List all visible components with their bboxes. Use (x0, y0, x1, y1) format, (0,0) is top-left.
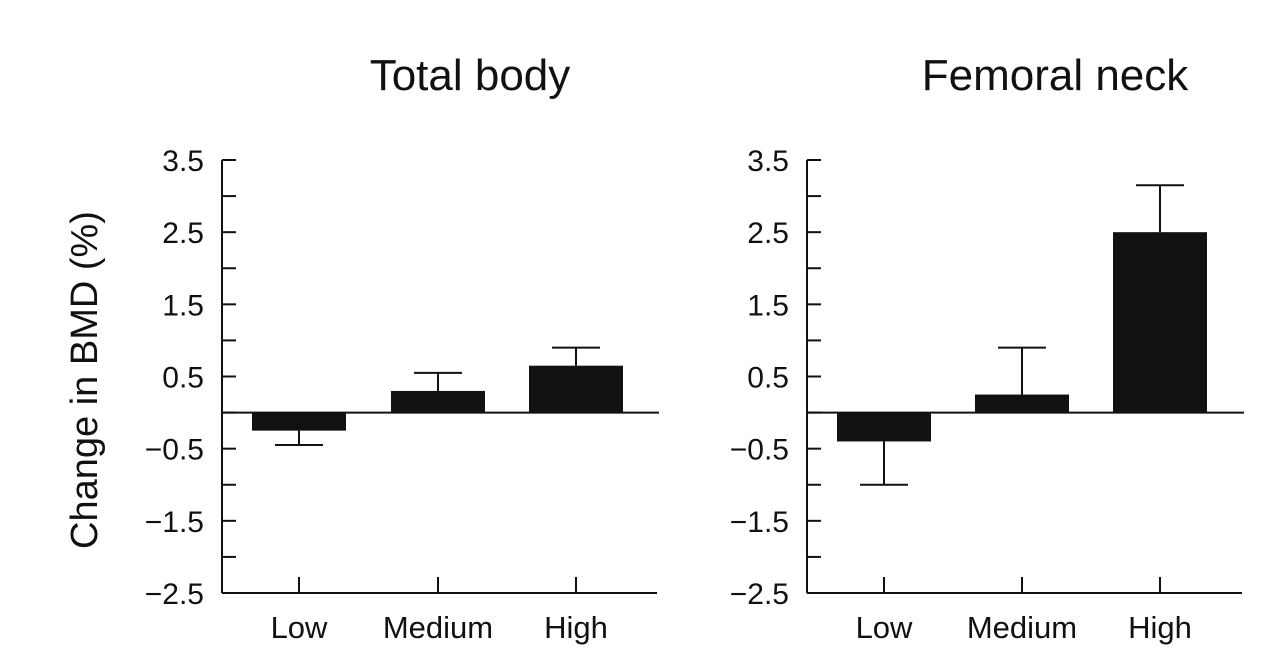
bar-medium (391, 390, 485, 413)
chart-panel-total-body: Total body −2.5 −1.5 −0.5 0.5 1.5 2.5 3.5 Low Me… (145, 51, 659, 645)
y-tick-label: −0.5 (730, 434, 789, 467)
chart-panel-femoral-neck: Femoral neck −2.5 −1.5 −0.5 0.5 1.5 2.5 3.5 Low… (730, 51, 1244, 645)
y-tick-label: 1.5 (162, 289, 204, 322)
y-tick-label: 3.5 (162, 145, 204, 178)
y-tick-label: −2.5 (145, 578, 204, 611)
x-tick-label-medium: Medium (383, 610, 493, 645)
y-tick-label: 2.5 (747, 217, 789, 250)
panel-title-femoral-neck: Femoral neck (922, 51, 1190, 100)
y-tick-label: 2.5 (162, 217, 204, 250)
y-tick-label: 0.5 (747, 362, 789, 395)
y-tick-label: 1.5 (747, 289, 789, 322)
y-tick-label: −1.5 (145, 506, 204, 539)
y-tick-label: 0.5 (162, 362, 204, 395)
bar-medium (975, 394, 1069, 413)
bar-low (252, 412, 346, 431)
x-tick-label-high: High (544, 610, 608, 645)
y-axis-label: Change in BMD (%) (64, 211, 106, 549)
x-tick-label-low: Low (271, 610, 328, 645)
x-tick-label-medium: Medium (967, 610, 1077, 645)
x-tick-label-high: High (1128, 610, 1192, 645)
bar-high (529, 365, 623, 413)
y-tick-label: −0.5 (145, 434, 204, 467)
x-tick-label-low: Low (856, 610, 913, 645)
bar-low (837, 412, 931, 442)
bar-high (1113, 232, 1207, 413)
y-tick-label: −1.5 (730, 506, 789, 539)
panel-title-total-body: Total body (370, 51, 571, 100)
y-tick-label: −2.5 (730, 578, 789, 611)
y-tick-label: 3.5 (747, 145, 789, 178)
